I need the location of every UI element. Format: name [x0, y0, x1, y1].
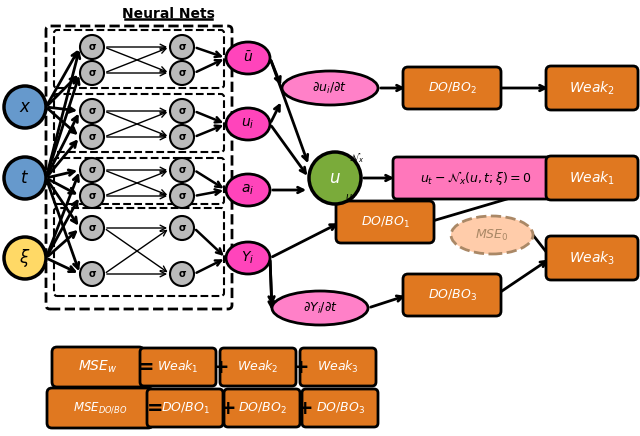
FancyBboxPatch shape: [52, 347, 144, 387]
Text: σ: σ: [178, 191, 186, 201]
Text: $x$: $x$: [19, 98, 31, 116]
Circle shape: [170, 125, 194, 149]
Circle shape: [80, 262, 104, 286]
Text: +: +: [297, 399, 313, 418]
Text: σ: σ: [88, 106, 96, 116]
Text: σ: σ: [178, 106, 186, 116]
Text: $DO/BO_1$: $DO/BO_1$: [360, 215, 410, 229]
Ellipse shape: [226, 108, 270, 140]
FancyBboxPatch shape: [393, 157, 559, 199]
FancyBboxPatch shape: [140, 348, 216, 386]
Circle shape: [170, 61, 194, 85]
Text: σ: σ: [178, 165, 186, 175]
FancyBboxPatch shape: [546, 156, 638, 200]
Ellipse shape: [226, 242, 270, 274]
FancyBboxPatch shape: [336, 201, 434, 243]
Text: $Y_i$: $Y_i$: [241, 250, 255, 266]
Text: σ: σ: [88, 132, 96, 142]
Text: σ: σ: [88, 42, 96, 52]
Text: $MSE_0$: $MSE_0$: [475, 228, 509, 242]
Circle shape: [170, 99, 194, 123]
Circle shape: [80, 35, 104, 59]
Circle shape: [170, 184, 194, 208]
Text: $\partial u_i/\partial t$: $\partial u_i/\partial t$: [312, 81, 348, 95]
Circle shape: [170, 35, 194, 59]
Text: =: =: [138, 358, 154, 377]
Ellipse shape: [226, 42, 270, 74]
Text: $\bar{u}$: $\bar{u}$: [243, 51, 253, 65]
Text: $MSE_{DO/BO}$: $MSE_{DO/BO}$: [73, 401, 127, 416]
FancyBboxPatch shape: [47, 388, 153, 428]
Text: $\xi$: $\xi$: [19, 247, 31, 269]
Text: σ: σ: [88, 165, 96, 175]
Ellipse shape: [282, 71, 378, 105]
Text: $DO/BO_3$: $DO/BO_3$: [428, 287, 477, 303]
Text: $DO/BO_2$: $DO/BO_2$: [428, 81, 476, 95]
Text: $DO/BO_3$: $DO/BO_3$: [316, 400, 365, 416]
Circle shape: [80, 61, 104, 85]
Ellipse shape: [272, 291, 368, 325]
Circle shape: [4, 157, 46, 199]
Circle shape: [80, 216, 104, 240]
Text: $DO/BO_1$: $DO/BO_1$: [161, 400, 209, 416]
Text: Neural Nets: Neural Nets: [122, 7, 214, 21]
Text: =: =: [147, 399, 163, 418]
FancyBboxPatch shape: [546, 236, 638, 280]
FancyBboxPatch shape: [224, 389, 300, 427]
Text: $Weak_3$: $Weak_3$: [569, 249, 615, 267]
Text: σ: σ: [178, 42, 186, 52]
Text: $Weak_1$: $Weak_1$: [157, 359, 199, 375]
Ellipse shape: [226, 174, 270, 206]
Text: σ: σ: [88, 269, 96, 279]
FancyBboxPatch shape: [403, 274, 501, 316]
FancyBboxPatch shape: [300, 348, 376, 386]
Text: σ: σ: [178, 68, 186, 78]
Circle shape: [4, 86, 46, 128]
Text: $u_t$: $u_t$: [346, 192, 356, 204]
Text: $Weak_1$: $Weak_1$: [569, 169, 615, 187]
Text: $u_i$: $u_i$: [241, 117, 255, 131]
FancyBboxPatch shape: [147, 389, 223, 427]
Text: σ: σ: [178, 223, 186, 233]
Circle shape: [170, 158, 194, 182]
Text: σ: σ: [88, 68, 96, 78]
Text: σ: σ: [178, 269, 186, 279]
Text: $t$: $t$: [20, 169, 29, 187]
Text: $\partial Y_i/\partial t$: $\partial Y_i/\partial t$: [303, 300, 337, 316]
Text: σ: σ: [178, 132, 186, 142]
Text: $u_t - \mathcal{N}_x(u,t;\xi) = 0$: $u_t - \mathcal{N}_x(u,t;\xi) = 0$: [420, 169, 532, 187]
Text: σ: σ: [88, 191, 96, 201]
Text: +: +: [212, 358, 229, 377]
Circle shape: [80, 125, 104, 149]
Circle shape: [80, 99, 104, 123]
Text: $\mathcal{N}_x$: $\mathcal{N}_x$: [349, 151, 365, 165]
Text: $MSE_w$: $MSE_w$: [78, 359, 118, 375]
FancyBboxPatch shape: [220, 348, 296, 386]
Text: σ: σ: [88, 223, 96, 233]
FancyBboxPatch shape: [546, 66, 638, 110]
Circle shape: [170, 262, 194, 286]
Circle shape: [309, 152, 361, 204]
Circle shape: [4, 237, 46, 279]
Text: +: +: [220, 399, 236, 418]
Circle shape: [170, 216, 194, 240]
Text: $a_i$: $a_i$: [241, 183, 255, 197]
FancyBboxPatch shape: [403, 67, 501, 109]
Ellipse shape: [451, 216, 533, 254]
FancyBboxPatch shape: [302, 389, 378, 427]
Text: +: +: [292, 358, 309, 377]
Text: $DO/BO_2$: $DO/BO_2$: [237, 400, 286, 416]
Text: $Weak_2$: $Weak_2$: [237, 359, 279, 375]
Text: $Weak_2$: $Weak_2$: [569, 79, 615, 97]
Text: $u$: $u$: [329, 169, 341, 187]
Text: $Weak_3$: $Weak_3$: [317, 359, 359, 375]
Circle shape: [80, 158, 104, 182]
Circle shape: [80, 184, 104, 208]
